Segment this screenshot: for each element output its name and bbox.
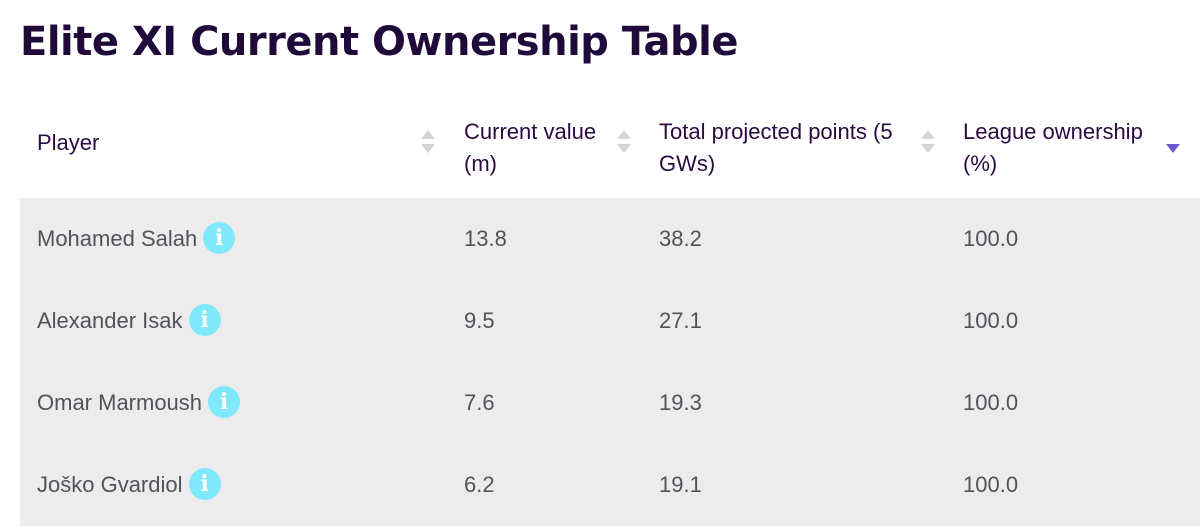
cell-value: 6.2 (464, 472, 495, 497)
cell-value: 13.8 (464, 226, 507, 251)
cell-points: 38.2 (659, 226, 702, 251)
cell-player: Mohamed Salah i (37, 198, 236, 280)
table-body: Mohamed Salah i 13.8 38.2 100.0 Alexander… (20, 198, 1200, 526)
cell-points: 19.1 (659, 472, 702, 497)
sort-arrows-icon[interactable] (921, 130, 935, 156)
info-icon[interactable]: i (208, 386, 241, 419)
info-icon[interactable]: i (203, 222, 236, 255)
player-name: Joško Gvardiol (37, 472, 183, 497)
cell-ownership: 100.0 (963, 226, 1019, 251)
ownership-table: Player Current value (m) Total projected… (20, 100, 1200, 526)
player-name: Alexander Isak (37, 308, 183, 333)
cell-ownership: 100.0 (963, 390, 1019, 415)
info-icon[interactable]: i (188, 468, 221, 501)
table-row: Joško Gvardiol i 6.2 19.1 100.0 (20, 444, 1200, 526)
cell-value: 7.6 (464, 390, 495, 415)
table-header: Player Current value (m) Total projected… (20, 100, 1200, 198)
player-name: Omar Marmoush (37, 390, 203, 415)
player-name: Mohamed Salah (37, 226, 198, 251)
cell-points: 27.1 (659, 308, 702, 333)
cell-player: Joško Gvardiol i (37, 444, 221, 526)
info-icon[interactable]: i (188, 304, 221, 337)
cell-player: Alexander Isak i (37, 280, 221, 362)
column-header-player[interactable]: Player (37, 127, 417, 159)
cell-points: 19.3 (659, 390, 702, 415)
cell-value: 9.5 (464, 308, 495, 333)
table-row: Alexander Isak i 9.5 27.1 100.0 (20, 280, 1200, 362)
table-row: Mohamed Salah i 13.8 38.2 100.0 (20, 198, 1200, 280)
sort-arrows-icon[interactable] (421, 130, 435, 156)
column-header-current-value[interactable]: Current value (m) (464, 116, 624, 180)
sort-descending-icon[interactable] (1166, 130, 1180, 156)
cell-player: Omar Marmoush i (37, 362, 241, 444)
sort-arrows-icon[interactable] (617, 130, 631, 156)
cell-ownership: 100.0 (963, 308, 1019, 333)
cell-ownership: 100.0 (963, 472, 1019, 497)
column-label: Player (37, 130, 100, 155)
page-title: Elite XI Current Ownership Table (20, 19, 738, 65)
column-label: Current value (m) (464, 119, 597, 176)
column-label: League ownership (%) (963, 119, 1143, 176)
column-header-league-ownership[interactable]: League ownership (%) (963, 116, 1178, 180)
column-label: Total projected points (5 GWs) (659, 119, 893, 176)
table-row: Omar Marmoush i 7.6 19.3 100.0 (20, 362, 1200, 444)
column-header-projected-points[interactable]: Total projected points (5 GWs) (659, 116, 939, 180)
